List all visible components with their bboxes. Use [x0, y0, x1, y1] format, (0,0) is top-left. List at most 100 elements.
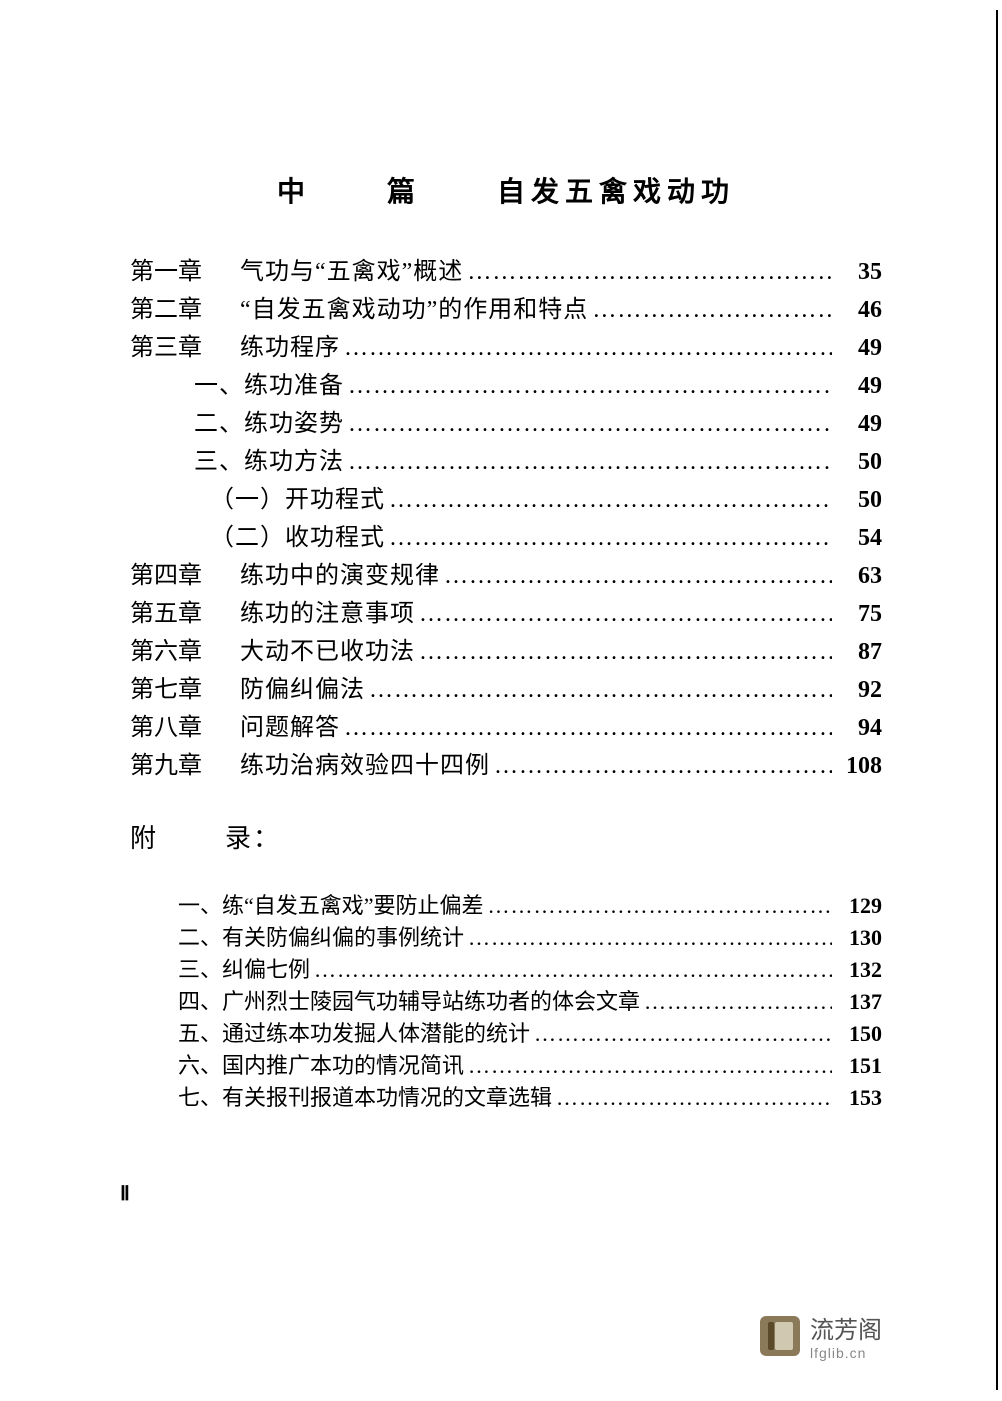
- toc-title: （二）收功程式: [210, 526, 385, 550]
- section-heading: 中 篇 自发五禽戏动功: [130, 170, 882, 210]
- toc-title: “自发五禽戏动功”的作用和特点: [240, 298, 588, 322]
- appendix-row: 七、有关报刊报道本功情况的文章选辑………………………………………………………………: [130, 1087, 882, 1109]
- appendix-page: 151: [832, 1055, 882, 1077]
- toc-title: 气功与“五禽戏”概述: [240, 260, 463, 284]
- toc-chapter: 第一章: [130, 260, 240, 284]
- toc-page: 54: [832, 526, 882, 550]
- appendix-dots: ……………………………………………………………………: [464, 1055, 832, 1077]
- appendix-dots: ……………………………………………………………………: [464, 927, 832, 949]
- appendix-dots: ……………………………………………………………………: [530, 1023, 832, 1045]
- toc-title: 三、练功方法: [194, 450, 344, 474]
- toc-chapter: 第四章: [130, 564, 240, 588]
- appendix-title-2: 录：: [225, 824, 281, 853]
- toc-page: 50: [832, 450, 882, 474]
- toc-row: 第五章练功的注意事项……………………………………………………………………75: [130, 602, 882, 626]
- toc-dots: ……………………………………………………………………: [365, 678, 832, 702]
- toc-page: 108: [832, 754, 882, 778]
- toc-row: 第七章防偏纠偏法……………………………………………………………………92: [130, 678, 882, 702]
- watermark: 流芳阁 lfglib.cn: [760, 1310, 882, 1361]
- toc-row: （一）开功程式……………………………………………………………………50: [130, 488, 882, 512]
- appendix-title: 五、通过练本功发掘人体潜能的统计: [178, 1023, 530, 1045]
- toc-dots: ……………………………………………………………………: [344, 412, 832, 436]
- toc-title: 大动不已收功法: [240, 640, 415, 664]
- watermark-url: lfglib.cn: [810, 1345, 882, 1361]
- toc-dots: ……………………………………………………………………: [588, 298, 832, 322]
- toc-dots: ……………………………………………………………………: [344, 450, 832, 474]
- section-title-part-1: 中: [277, 177, 311, 208]
- toc-chapter: 第七章: [130, 678, 240, 702]
- book-icon: [760, 1316, 800, 1356]
- section-title-part-2: 篇: [387, 177, 421, 208]
- appendix-title: 六、国内推广本功的情况简讯: [178, 1055, 464, 1077]
- toc-row: 第一章气功与“五禽戏”概述……………………………………………………………………3…: [130, 260, 882, 284]
- appendix-dots: ……………………………………………………………………: [484, 895, 832, 917]
- toc-row: 第二章“自发五禽戏动功”的作用和特点……………………………………………………………: [130, 298, 882, 322]
- page-number-marker: Ⅱ: [120, 1181, 130, 1206]
- toc-dots: ……………………………………………………………………: [385, 488, 832, 512]
- appendix-row: 四、广州烈士陵园气功辅导站练功者的体会文章……………………………………………………: [130, 991, 882, 1013]
- toc-page: 92: [832, 678, 882, 702]
- appendix-dots: ……………………………………………………………………: [310, 959, 832, 981]
- toc-page: 49: [832, 374, 882, 398]
- toc-page: 75: [832, 602, 882, 626]
- appendix-title-1: 附: [130, 824, 158, 853]
- toc-page: 46: [832, 298, 882, 322]
- toc-row: 第八章问题解答……………………………………………………………………94: [130, 716, 882, 740]
- appendix-list: 一、练“自发五禽戏”要防止偏差……………………………………………………………………: [130, 895, 882, 1109]
- toc-title: 问题解答: [240, 716, 340, 740]
- appendix-title: 二、有关防偏纠偏的事例统计: [178, 927, 464, 949]
- toc-chapter: 第九章: [130, 754, 240, 778]
- toc-dots: ……………………………………………………………………: [340, 716, 832, 740]
- toc-title: 练功的注意事项: [240, 602, 415, 626]
- appendix-page: 153: [832, 1087, 882, 1109]
- appendix-page: 130: [832, 927, 882, 949]
- toc-dots: ……………………………………………………………………: [490, 754, 832, 778]
- toc-list: 第一章气功与“五禽戏”概述……………………………………………………………………3…: [130, 260, 882, 778]
- toc-title: 练功治病效验四十四例: [240, 754, 490, 778]
- toc-title: 一、练功准备: [194, 374, 344, 398]
- toc-dots: ……………………………………………………………………: [415, 640, 832, 664]
- toc-dots: ……………………………………………………………………: [385, 526, 832, 550]
- toc-page: 49: [832, 412, 882, 436]
- appendix-title: 一、练“自发五禽戏”要防止偏差: [178, 895, 484, 917]
- toc-dots: ……………………………………………………………………: [344, 374, 832, 398]
- watermark-cn: 流芳阁: [810, 1310, 882, 1345]
- toc-title: 练功中的演变规律: [240, 564, 440, 588]
- appendix-row: 一、练“自发五禽戏”要防止偏差……………………………………………………………………: [130, 895, 882, 917]
- appendix-dots: ……………………………………………………………………: [640, 991, 832, 1013]
- toc-chapter: 第三章: [130, 336, 240, 360]
- toc-row: 第三章练功程序……………………………………………………………………49: [130, 336, 882, 360]
- appendix-dots: ……………………………………………………………………: [552, 1087, 832, 1109]
- toc-chapter: 第二章: [130, 298, 240, 322]
- page-border: [996, 10, 998, 1390]
- toc-page: 87: [832, 640, 882, 664]
- toc-row: 第六章大动不已收功法……………………………………………………………………87: [130, 640, 882, 664]
- toc-row: 第四章练功中的演变规律……………………………………………………………………63: [130, 564, 882, 588]
- toc-title: （一）开功程式: [210, 488, 385, 512]
- toc-dots: ……………………………………………………………………: [463, 260, 832, 284]
- toc-title: 练功程序: [240, 336, 340, 360]
- toc-row: 一、练功准备……………………………………………………………………49: [130, 374, 882, 398]
- watermark-text: 流芳阁 lfglib.cn: [810, 1310, 882, 1361]
- appendix-row: 三、纠偏七例……………………………………………………………………132: [130, 959, 882, 981]
- appendix-title: 七、有关报刊报道本功情况的文章选辑: [178, 1087, 552, 1109]
- section-title-part-3: 自发五禽戏动功: [497, 177, 735, 208]
- toc-chapter: 第八章: [130, 716, 240, 740]
- toc-title: 防偏纠偏法: [240, 678, 365, 702]
- toc-chapter: 第六章: [130, 640, 240, 664]
- toc-page: 35: [832, 260, 882, 284]
- toc-chapter: 第五章: [130, 602, 240, 626]
- appendix-page: 132: [832, 959, 882, 981]
- appendix-title: 三、纠偏七例: [178, 959, 310, 981]
- appendix-page: 150: [832, 1023, 882, 1045]
- toc-dots: ……………………………………………………………………: [340, 336, 832, 360]
- toc-dots: ……………………………………………………………………: [440, 564, 832, 588]
- toc-page: 94: [832, 716, 882, 740]
- appendix-row: 五、通过练本功发掘人体潜能的统计…………………………………………………………………: [130, 1023, 882, 1045]
- appendix-row: 六、国内推广本功的情况简讯……………………………………………………………………1…: [130, 1055, 882, 1077]
- toc-dots: ……………………………………………………………………: [415, 602, 832, 626]
- toc-page: 50: [832, 488, 882, 512]
- page-container: 中 篇 自发五禽戏动功 第一章气功与“五禽戏”概述…………………………………………: [0, 0, 1002, 1401]
- toc-title: 二、练功姿势: [194, 412, 344, 436]
- toc-page: 63: [832, 564, 882, 588]
